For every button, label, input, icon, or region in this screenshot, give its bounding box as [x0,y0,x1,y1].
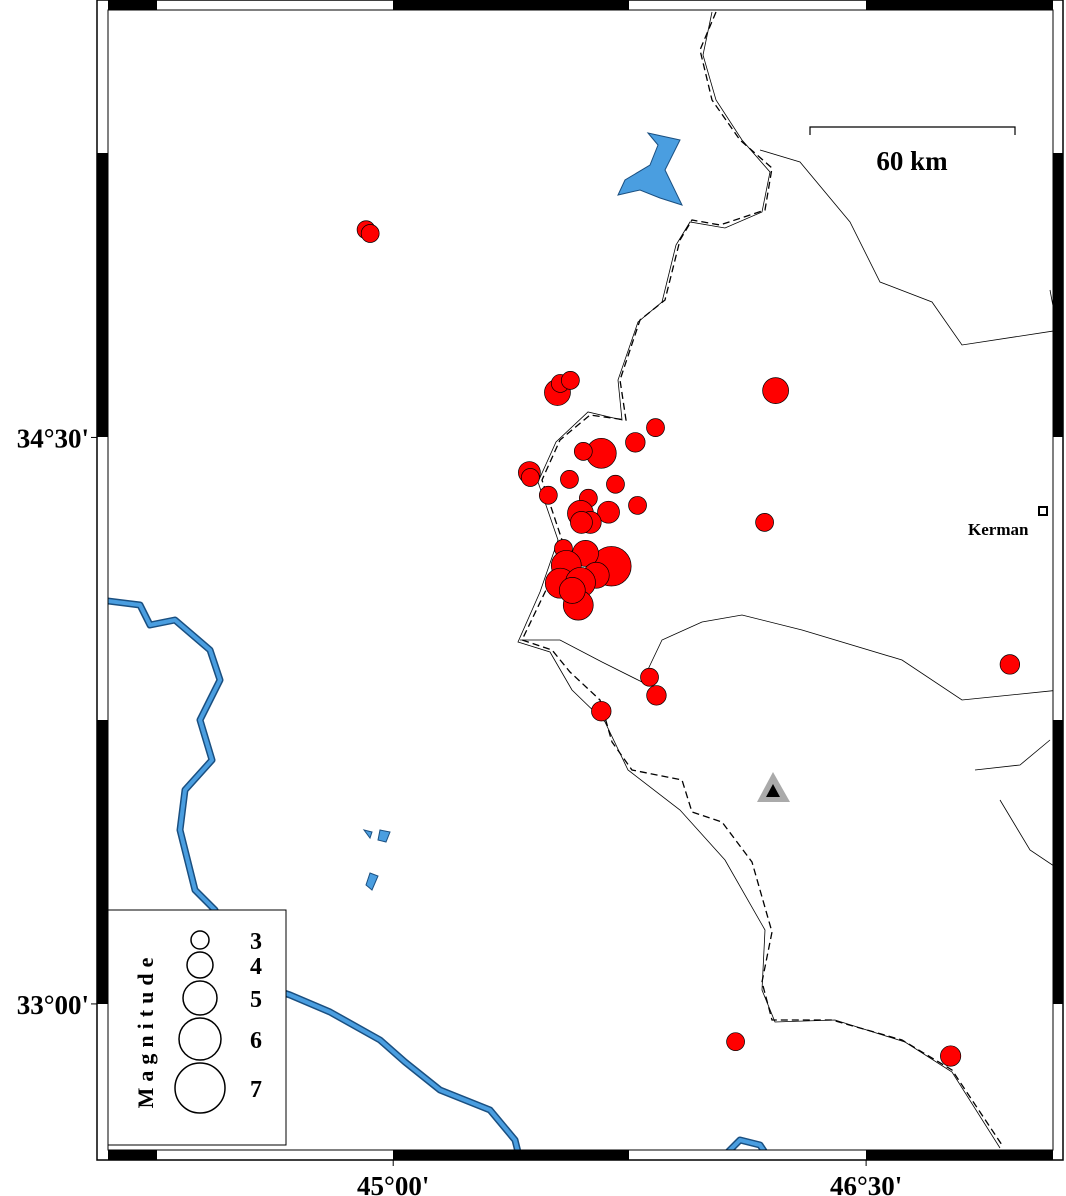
event [628,496,647,515]
event [755,513,774,532]
event [573,442,593,461]
event [726,1032,745,1052]
legend-symbol [186,951,214,979]
x-tick-label: 46°30' [830,1171,902,1196]
legend-symbol [190,930,210,950]
legend: Magnitude 34 5 6 7 [107,909,287,1146]
legend-label: 7 [250,1077,262,1103]
legend-label: 5 [250,987,262,1013]
scale-label: 60 km [876,146,948,176]
station-marker [766,784,780,797]
event [560,470,579,489]
border [521,11,1003,1146]
event [646,685,667,706]
legend-symbol [174,1062,226,1114]
legend-label: 3 [250,929,262,955]
y-tick-label: 33°00' [17,990,89,1020]
x-tick-label: 45°00' [357,1171,429,1196]
event [570,511,593,534]
event [591,701,612,722]
y-tick-label: 34°30' [17,423,89,453]
event [538,485,558,505]
province-border [520,614,1053,701]
event [561,371,580,390]
river [108,598,520,1150]
province-border [974,739,1053,866]
event [625,432,646,453]
event [762,377,789,404]
lake [617,132,683,206]
river [727,1138,766,1150]
event [360,224,380,243]
event [940,1045,962,1067]
legend-title: Magnitude [133,952,158,1109]
events [356,220,1021,1067]
legend-symbol [178,1017,222,1061]
city-marker [1038,506,1048,516]
legend-label: 4 [250,954,262,980]
scale-bar: 60 km [809,126,1016,176]
event [520,468,540,487]
event [597,500,620,524]
event [999,654,1021,675]
legend-symbol [182,980,218,1016]
lake [362,829,391,891]
legend-label: 6 [250,1028,262,1054]
event [558,577,586,604]
province-border [759,149,1053,346]
map-features: Kerman [108,11,1053,1150]
event [606,474,625,494]
frame [96,0,1064,1161]
event [646,418,665,437]
city-label: Kerman [968,520,1029,539]
event [640,667,659,687]
